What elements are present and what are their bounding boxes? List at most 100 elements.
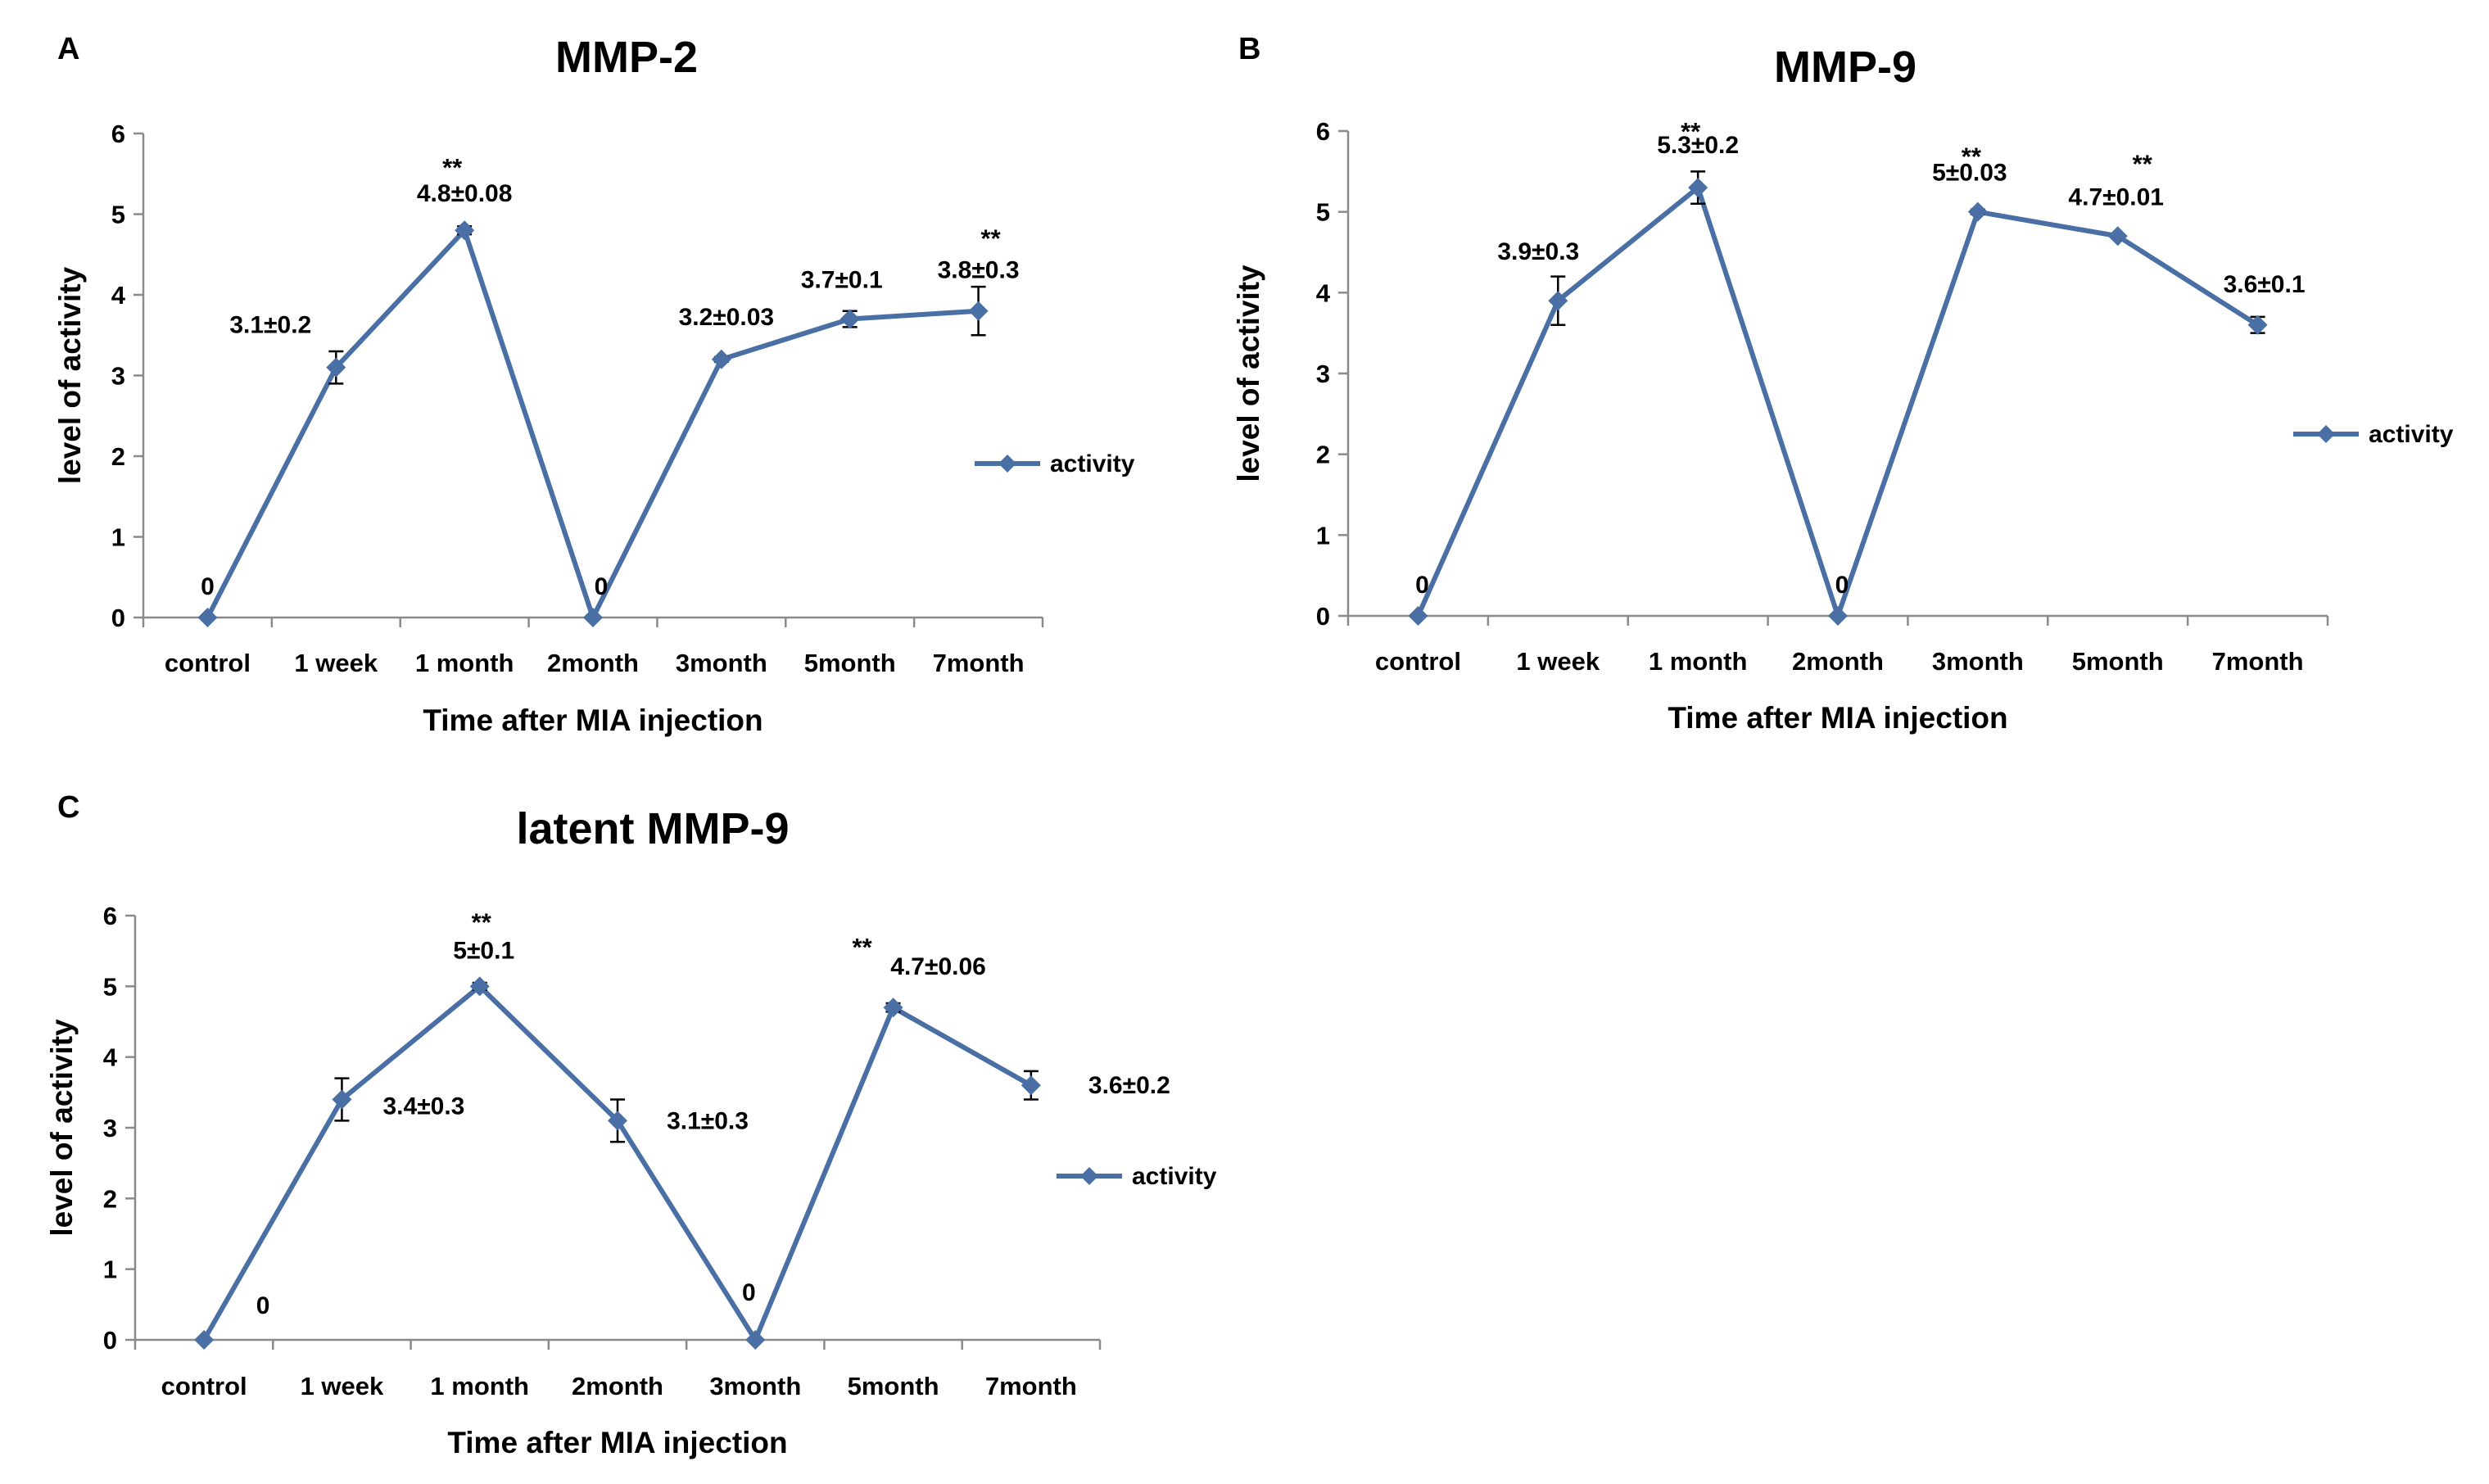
x-tick-label: 5month bbox=[2072, 647, 2164, 676]
chart-panel-b: B MMP-9 0 1 2 3 4 5 6 control 1 week 1 month 2month 3… bbox=[1232, 32, 2454, 735]
x-tick-label: 5month bbox=[804, 649, 896, 677]
y-axis-title: level of activity bbox=[1232, 265, 1265, 482]
x-tick-label: 7month bbox=[985, 1372, 1077, 1400]
legend: activity bbox=[975, 450, 1135, 477]
data-label: 5±0.1 bbox=[453, 937, 514, 964]
chart-title: MMP-9 bbox=[1774, 43, 1917, 92]
x-tick-label: 3month bbox=[676, 649, 767, 677]
y-axis-title: level of activity bbox=[53, 266, 87, 484]
x-tick-label: 2month bbox=[572, 1372, 663, 1400]
data-label: 3.4±0.3 bbox=[382, 1093, 464, 1120]
x-tick-label: 2month bbox=[547, 649, 639, 677]
y-tick-label: 3 bbox=[103, 1114, 117, 1142]
series-line-activity bbox=[201, 984, 1033, 1342]
legend-label: activity bbox=[2369, 421, 2454, 448]
y-tick-label: 6 bbox=[103, 902, 117, 930]
data-label: 0 bbox=[1835, 572, 1849, 599]
data-point bbox=[968, 301, 989, 321]
x-axis-title: Time after MIA injection bbox=[1668, 701, 2007, 735]
diamond-marker-icon bbox=[998, 455, 1016, 473]
data-point bbox=[194, 1330, 215, 1350]
significance-label: ** bbox=[442, 153, 463, 182]
data-point bbox=[1967, 201, 1988, 222]
x-tick-label: 5month bbox=[848, 1372, 939, 1400]
data-point bbox=[2247, 314, 2268, 335]
x-axis-title: Time after MIA injection bbox=[447, 1426, 787, 1459]
y-tick-label: 4 bbox=[103, 1043, 118, 1072]
x-tick-label: 7month bbox=[933, 649, 1025, 677]
y-tick-label: 0 bbox=[1316, 602, 1330, 631]
data-point bbox=[332, 1089, 352, 1110]
x-tick-label: control bbox=[165, 649, 251, 677]
chart-title: latent MMP-9 bbox=[516, 804, 789, 853]
y-tick-label: 2 bbox=[111, 442, 125, 471]
data-point bbox=[1688, 178, 1708, 198]
y-tick-label: 1 bbox=[1316, 521, 1330, 550]
data-point bbox=[608, 1111, 627, 1131]
data-point bbox=[1828, 606, 1848, 626]
data-label: 3.7±0.1 bbox=[801, 267, 883, 294]
panel-letter: A bbox=[57, 32, 79, 66]
y-tick-label: 5 bbox=[103, 972, 117, 1001]
data-point bbox=[583, 608, 603, 627]
data-point bbox=[2107, 226, 2128, 247]
data-label: 4.7±0.01 bbox=[2068, 183, 2164, 210]
x-tick-label: 1 week bbox=[301, 1372, 384, 1400]
diamond-marker-icon bbox=[1080, 1167, 1098, 1185]
x-tick-label: 1 week bbox=[1516, 647, 1600, 676]
x-tick-label: control bbox=[1375, 647, 1461, 676]
y-tick-label: 3 bbox=[1316, 360, 1330, 388]
significance-label: ** bbox=[2133, 149, 2153, 178]
chart-title: MMP-2 bbox=[555, 33, 698, 82]
data-label: 0 bbox=[742, 1279, 756, 1306]
panel-letter: B bbox=[1238, 32, 1260, 66]
data-label: 0 bbox=[595, 573, 609, 600]
data-point bbox=[469, 976, 490, 997]
data-label: 3.1±0.2 bbox=[229, 312, 311, 339]
data-point bbox=[1020, 1075, 1041, 1096]
x-tick-label: control bbox=[161, 1372, 247, 1400]
significance-label: ** bbox=[472, 907, 492, 936]
data-label: 4.8±0.08 bbox=[417, 180, 513, 207]
data-point bbox=[326, 357, 346, 378]
diamond-marker-icon bbox=[2317, 425, 2335, 443]
y-tick-label: 4 bbox=[111, 281, 126, 310]
chart-panel-a: A MMP-2 0 1 2 3 4 5 6 control 1 week 1 month 2month 3… bbox=[53, 32, 1135, 737]
data-point bbox=[1408, 606, 1428, 626]
data-label: 3.6±0.1 bbox=[2224, 271, 2306, 298]
data-label: 3.8±0.3 bbox=[938, 257, 1020, 284]
x-tick-label: 1 month bbox=[1649, 647, 1748, 676]
data-label: 3.6±0.2 bbox=[1088, 1072, 1170, 1099]
y-tick-label: 1 bbox=[111, 523, 125, 552]
significance-label: ** bbox=[1962, 143, 1982, 171]
y-axis-title: level of activity bbox=[45, 1019, 79, 1237]
data-point bbox=[455, 220, 475, 241]
y-tick-label: 0 bbox=[103, 1326, 117, 1355]
significance-label: ** bbox=[853, 933, 873, 961]
y-tick-label: 2 bbox=[1316, 441, 1330, 469]
y-tick-label: 6 bbox=[1316, 117, 1330, 146]
x-tick-label: 2month bbox=[1792, 647, 1884, 676]
y-tick-label: 1 bbox=[103, 1256, 117, 1284]
x-tick-label: 3month bbox=[709, 1372, 801, 1400]
data-label: 4.7±0.06 bbox=[890, 953, 986, 980]
data-point bbox=[197, 608, 218, 627]
x-tick-label: 3month bbox=[1932, 647, 2024, 676]
legend-label: activity bbox=[1050, 450, 1135, 477]
x-tick-label: 1 month bbox=[430, 1372, 529, 1400]
data-label: 0 bbox=[1415, 572, 1429, 599]
data-label: 5±0.03 bbox=[1932, 160, 2007, 187]
data-label: 0 bbox=[201, 573, 215, 600]
panel-letter: C bbox=[57, 790, 79, 825]
y-tick-label: 4 bbox=[1316, 278, 1331, 307]
data-label: 3.9±0.3 bbox=[1497, 238, 1579, 265]
data-label: 3.1±0.3 bbox=[667, 1107, 749, 1134]
legend-label: activity bbox=[1132, 1163, 1217, 1190]
significance-label: ** bbox=[981, 224, 1002, 253]
data-point bbox=[711, 349, 731, 369]
y-tick-label: 0 bbox=[111, 604, 125, 632]
significance-label: ** bbox=[1681, 117, 1701, 146]
y-tick-label: 6 bbox=[111, 120, 125, 148]
